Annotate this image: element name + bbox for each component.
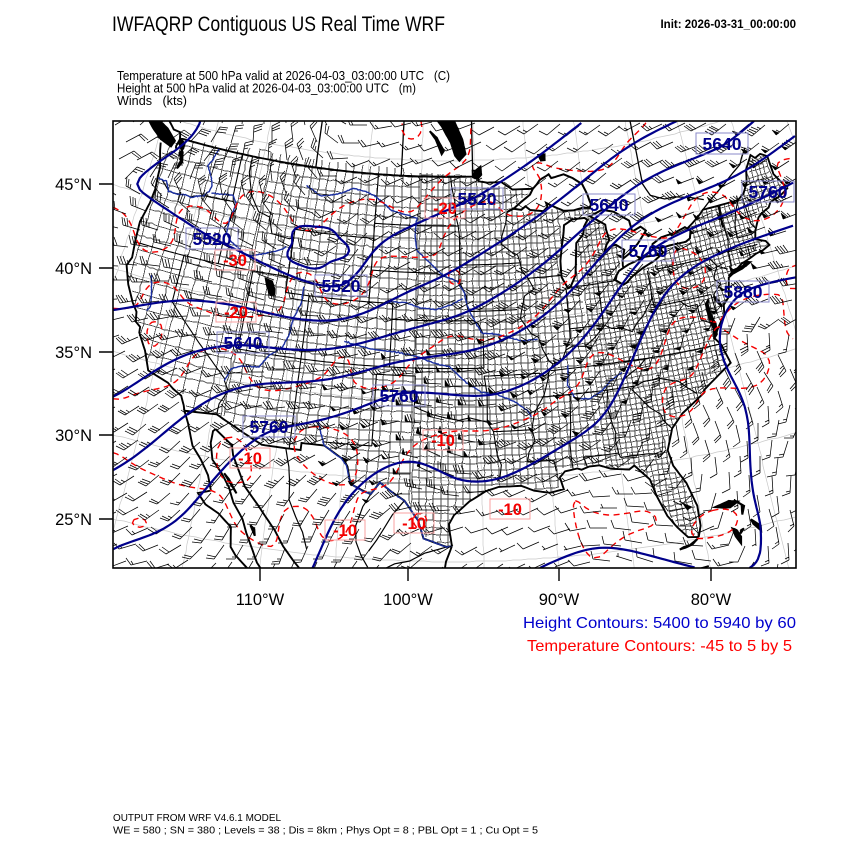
svg-text:-10: -10 bbox=[431, 432, 455, 450]
svg-text:-30: -30 bbox=[223, 252, 247, 270]
svg-text:-10: -10 bbox=[402, 515, 426, 533]
svg-text:25°N: 25°N bbox=[55, 511, 92, 529]
svg-text:5760: 5760 bbox=[629, 241, 668, 261]
svg-text:OUTPUT FROM WRF V4.6.1 MODEL: OUTPUT FROM WRF V4.6.1 MODEL bbox=[113, 813, 281, 824]
svg-text:40°N: 40°N bbox=[55, 260, 92, 278]
svg-text:5640: 5640 bbox=[224, 333, 263, 353]
svg-text:5760: 5760 bbox=[380, 386, 419, 406]
svg-text:5520: 5520 bbox=[193, 229, 232, 249]
svg-text:5760: 5760 bbox=[250, 417, 289, 437]
svg-text:5760: 5760 bbox=[749, 182, 788, 202]
svg-text:-10: -10 bbox=[238, 450, 262, 468]
svg-text:Winds (kts): Winds (kts) bbox=[117, 94, 187, 108]
svg-text:5640: 5640 bbox=[703, 134, 742, 154]
svg-text:30°N: 30°N bbox=[55, 427, 92, 445]
svg-text:5520: 5520 bbox=[458, 189, 497, 209]
svg-text:45°N: 45°N bbox=[55, 176, 92, 194]
svg-text:80°W: 80°W bbox=[691, 591, 732, 609]
svg-text:Temperature at 500 hPa valid a: Temperature at 500 hPa valid at 2026-04-… bbox=[117, 69, 450, 83]
svg-text:-10: -10 bbox=[498, 501, 522, 519]
svg-text:100°W: 100°W bbox=[383, 591, 433, 609]
svg-text:IWFAQRP Contiguous US Real Tim: IWFAQRP Contiguous US Real Time WRF bbox=[112, 12, 445, 36]
svg-text:35°N: 35°N bbox=[55, 344, 92, 362]
svg-text:5520: 5520 bbox=[322, 276, 361, 296]
svg-text:5640: 5640 bbox=[590, 195, 629, 215]
svg-text:90°W: 90°W bbox=[539, 591, 580, 609]
svg-text:Temperature Contours: -45 to 5: Temperature Contours: -45 to 5 by 5 bbox=[527, 638, 792, 655]
svg-text:Init: 2026-03-31_00:00:00: Init: 2026-03-31_00:00:00 bbox=[660, 19, 796, 31]
svg-text:-10: -10 bbox=[333, 522, 357, 540]
svg-text:WE = 580 ; SN = 380 ; Levels =: WE = 580 ; SN = 380 ; Levels = 38 ; Dis … bbox=[113, 826, 538, 837]
svg-text:5880: 5880 bbox=[724, 282, 763, 302]
svg-text:Height Contours: 5400 to 5940: Height Contours: 5400 to 5940 by 60 bbox=[523, 615, 796, 632]
svg-text:-20: -20 bbox=[224, 304, 248, 322]
svg-text:110°W: 110°W bbox=[236, 591, 285, 609]
svg-text:Height at 500 hPa valid at 202: Height at 500 hPa valid at 2026-04-03_03… bbox=[117, 82, 416, 96]
